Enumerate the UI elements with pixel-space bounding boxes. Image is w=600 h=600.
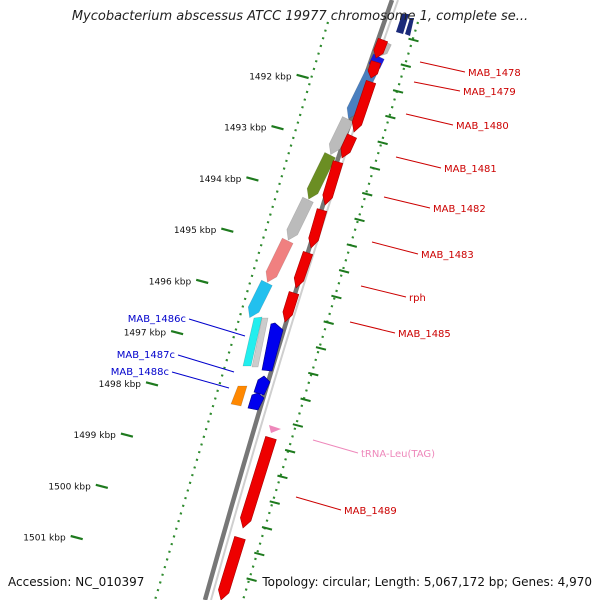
ruler-tick bbox=[221, 227, 234, 233]
label-connector bbox=[171, 371, 230, 389]
ruler-minor-tick bbox=[261, 526, 273, 531]
gene-arrow bbox=[351, 80, 377, 133]
gene-arrow bbox=[240, 436, 277, 529]
ruler-minor-tick bbox=[254, 551, 265, 557]
ruler-tick-label: 1495 kbp bbox=[174, 226, 217, 236]
trna-marker bbox=[269, 425, 281, 433]
ruler-tick bbox=[70, 534, 83, 541]
ruler-tick-label: 1499 kbp bbox=[73, 431, 116, 441]
ruler-tick bbox=[246, 176, 259, 182]
gene-arrow bbox=[340, 133, 357, 159]
ruler-tick-label: 1500 kbp bbox=[48, 482, 91, 492]
gene-arrow bbox=[282, 291, 300, 323]
label-connector bbox=[188, 318, 246, 337]
gene-arrow bbox=[293, 251, 314, 289]
gene-label: MAB_1478 bbox=[468, 68, 521, 79]
label-connector bbox=[349, 321, 396, 334]
gene-arrow bbox=[322, 160, 344, 206]
ruler-minor-tick bbox=[338, 269, 350, 274]
ruler-minor-tick bbox=[392, 89, 404, 94]
label-connector bbox=[419, 61, 466, 73]
reverse-gene-arrow bbox=[261, 322, 284, 372]
ruler-minor-tick bbox=[354, 217, 365, 223]
feature-labels: MAB_1478 MAB_1479 MAB_1480 MAB_1481 MAB_1482… bbox=[111, 61, 521, 517]
ruler-minor-tick bbox=[284, 448, 296, 454]
gene-label: MAB_1482 bbox=[433, 204, 486, 215]
label-connector bbox=[360, 285, 407, 298]
ruler-tick bbox=[120, 432, 134, 438]
cds-partial bbox=[396, 14, 409, 34]
ruler-minor-tick bbox=[331, 294, 342, 300]
ruler-minor-tick bbox=[323, 320, 334, 325]
label-connector bbox=[295, 496, 342, 511]
cds-rph bbox=[265, 237, 294, 283]
kbp-ruler: 1492 kbp 1493 kbp 1494 kbp 1495 kbp 1496 kbp… bbox=[23, 21, 420, 600]
label-connector bbox=[177, 354, 235, 373]
gene-label: MAB_1489 bbox=[344, 506, 397, 517]
topology-text: Topology: circular; Length: 5,067,172 bp… bbox=[262, 575, 592, 589]
ruler-tick-label: 1493 kbp bbox=[224, 124, 267, 134]
map-title: Mycobacterium abscessus ATCC 19977 chrom… bbox=[71, 9, 529, 24]
ruler-tick bbox=[271, 125, 284, 131]
ruler-tick-label: 1497 kbp bbox=[124, 329, 167, 339]
gene-label: MAB_1485 bbox=[398, 329, 451, 340]
gene-label: MAB_1487c bbox=[117, 350, 175, 361]
cds-mab-1481 bbox=[328, 116, 354, 156]
ruler-tick-label: 1496 kbp bbox=[149, 277, 192, 287]
ruler-tick-label: 1498 kbp bbox=[99, 380, 142, 390]
gene-track bbox=[218, 37, 389, 600]
label-connector bbox=[395, 156, 442, 169]
trna-label: tRNA-Leu(TAG) bbox=[361, 449, 435, 460]
ruler-tick-label: 1492 kbp bbox=[249, 72, 292, 82]
ruler-minor-tick bbox=[315, 346, 327, 351]
gene-arrow bbox=[308, 208, 328, 249]
ruler-minor-tick bbox=[292, 423, 304, 428]
ruler-minor-tick bbox=[346, 243, 358, 248]
gene-label: MAB_1483 bbox=[421, 250, 474, 261]
ruler-tick-label: 1494 kbp bbox=[199, 175, 242, 185]
ruler-tick bbox=[95, 483, 109, 490]
ruler-tick bbox=[170, 329, 184, 336]
cds-mab-1485 bbox=[247, 279, 273, 319]
ruler-minor-tick bbox=[361, 191, 373, 197]
gene-label: MAB_1488c bbox=[111, 367, 169, 378]
reverse-cds-block bbox=[251, 317, 269, 368]
ruler-minor-tick bbox=[400, 63, 412, 68]
cds-mab-1483 bbox=[286, 196, 314, 241]
ruler-minor-tick bbox=[408, 37, 419, 43]
ruler-minor-tick bbox=[369, 166, 381, 171]
gene-label: MAB_1479 bbox=[463, 87, 516, 98]
ruler-tick bbox=[145, 381, 159, 387]
ruler-minor-tick bbox=[269, 500, 280, 505]
gene-label: MAB_1480 bbox=[456, 121, 509, 132]
ruler-minor-tick bbox=[277, 474, 288, 480]
gene-arrow bbox=[218, 536, 246, 600]
reverse-cds-block bbox=[230, 385, 248, 407]
label-connector bbox=[383, 196, 431, 209]
gene-arrow bbox=[367, 60, 382, 79]
reverse-gene-arrow bbox=[247, 392, 265, 411]
label-connector bbox=[371, 241, 419, 255]
ruler-minor-tick bbox=[385, 114, 396, 120]
accession-text: Accession: NC_010397 bbox=[8, 575, 145, 589]
label-connector bbox=[413, 81, 461, 92]
ruler-tick-label: 1501 kbp bbox=[23, 534, 66, 544]
label-connector bbox=[312, 439, 359, 454]
gene-label: rph bbox=[409, 293, 426, 304]
label-connector bbox=[405, 113, 454, 126]
gene-label: MAB_1481 bbox=[444, 164, 497, 175]
cds-mab-1482 bbox=[306, 151, 336, 200]
ruler-minor-tick bbox=[246, 577, 257, 582]
ruler-minor-tick bbox=[377, 140, 388, 146]
ruler-minor-tick bbox=[308, 371, 319, 377]
gene-arrow bbox=[373, 37, 389, 59]
ruler-minor-tick bbox=[300, 397, 311, 403]
reverse-cds-block bbox=[242, 316, 263, 367]
ruler-tick bbox=[195, 278, 209, 285]
ruler-tick bbox=[296, 73, 309, 80]
gene-label: MAB_1486c bbox=[128, 314, 186, 325]
cds-partial bbox=[405, 18, 414, 36]
